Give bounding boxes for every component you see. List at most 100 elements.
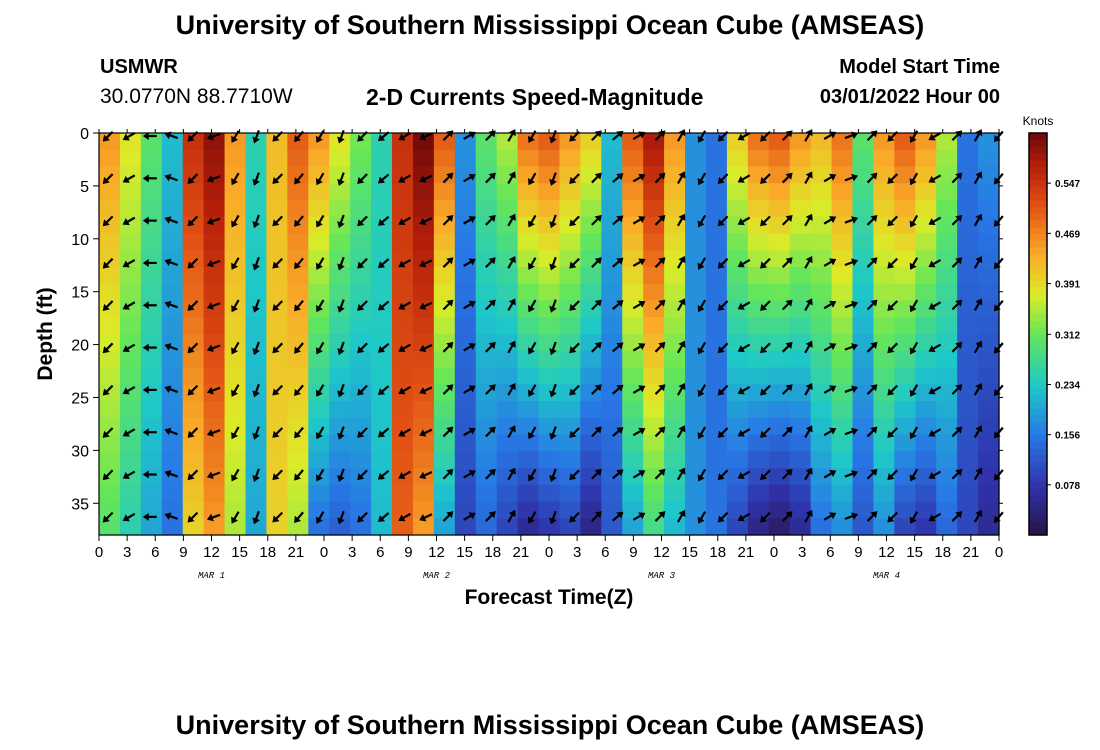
current-arrow [909,511,919,524]
current-arrow [951,341,963,353]
current-arrow [398,216,411,226]
heatmap-cell [496,350,519,369]
current-arrow [569,469,580,481]
colorbar-segment [1029,434,1047,442]
heatmap-cell [831,367,854,385]
heatmap-cell [978,317,1000,335]
day-label: MAR 3 [648,571,676,581]
heatmap-cell [873,200,895,218]
heatmap-cell [622,417,644,436]
heatmap-cell [475,233,498,251]
current-arrow [804,256,813,269]
heatmap-cell [810,401,833,419]
colorbar-segment [1029,159,1047,167]
y-tick-label: 5 [80,179,89,196]
heatmap-cell [140,401,163,419]
heatmap-cell [182,518,205,536]
current-arrow [463,300,476,310]
heatmap-cell [161,166,184,184]
heatmap-cell [140,283,163,302]
heatmap-cell [747,367,770,385]
heatmap-cell [936,200,958,218]
heatmap-cell [601,317,623,335]
heatmap-cell [810,250,833,268]
heatmap-cell [538,183,561,201]
heatmap-cell [747,183,770,201]
heatmap-cell [538,484,561,503]
current-arrow [507,298,516,312]
current-arrow [142,301,157,310]
current-arrow [102,511,114,523]
heatmap-cell [203,334,226,352]
current-arrow [419,470,433,479]
heatmap-cell [182,200,205,218]
x-tick-label: 18 [484,544,501,561]
heatmap-cell [873,317,895,335]
current-arrow [781,511,793,522]
heatmap-cell [810,434,833,452]
heatmap-cell [350,233,372,251]
current-arrow [973,213,983,227]
heatmap-cell [329,451,351,469]
current-arrow [781,384,793,395]
heatmap-cell [643,484,665,503]
heatmap-cell [978,468,1000,486]
heatmap-cell [329,501,351,519]
heatmap-cell [140,367,163,385]
heatmap-cell [664,267,686,285]
heatmap-cell [161,250,184,268]
heatmap-cell [705,300,728,318]
current-arrow [844,173,859,182]
heatmap-cell [119,434,142,452]
heatmap-cell [601,267,623,285]
current-arrow [951,426,963,438]
heatmap-cell [308,166,330,184]
current-arrow [419,174,433,183]
current-arrow [632,258,646,267]
heatmap-cell [350,334,372,352]
heatmap-cell [538,133,561,151]
current-arrow [569,511,580,523]
heatmap-cell [768,267,791,285]
x-tick-label: 3 [798,544,806,561]
heatmap-cell [789,451,812,469]
heatmap-cell [99,451,121,469]
heatmap-cell [831,484,854,503]
current-arrow [294,511,304,523]
current-arrow [463,173,476,183]
heatmap-cell [915,133,937,151]
colorbar-segment [1029,179,1047,188]
colorbar-segment [1029,514,1047,523]
heatmap-cell [580,267,602,285]
current-arrow [549,426,557,440]
colorbar-segment [1029,394,1047,402]
current-arrow [717,257,729,269]
current-arrow [377,173,390,184]
current-arrow [781,257,793,268]
heatmap-cell [810,300,833,318]
heatmap-cell [685,501,707,519]
heatmap-cell [392,183,414,201]
current-arrow [294,426,304,439]
heatmap-cell [266,166,288,184]
heatmap-cell [768,350,791,369]
current-arrow [164,343,179,351]
heatmap-cell [287,350,309,369]
heatmap-cell [350,183,372,201]
heatmap-cell [622,334,644,352]
current-arrow [549,129,557,144]
heatmap-cell [936,250,958,268]
heatmap-cell [224,434,247,452]
heatmap-cell [726,417,749,436]
current-arrow [398,512,411,522]
heatmap-cell [580,451,602,469]
heatmap-cell [140,501,163,519]
heatmap-cell [433,283,456,302]
heatmap-cell [957,501,979,519]
colorbar-segment [1029,193,1047,201]
colorbar-segment [1029,273,1047,281]
current-arrow [122,343,136,353]
heatmap-cell [308,518,330,536]
heatmap-cell [957,384,979,402]
